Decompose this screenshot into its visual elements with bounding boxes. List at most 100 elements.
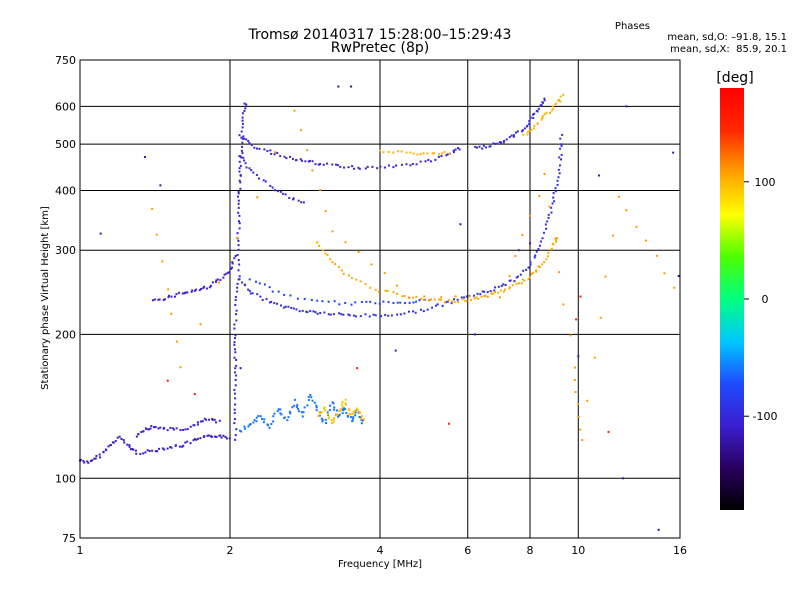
data-point xyxy=(348,413,351,416)
data-point xyxy=(403,302,406,305)
data-point xyxy=(497,285,500,288)
data-point xyxy=(237,248,240,251)
data-point xyxy=(293,398,296,401)
data-point xyxy=(241,137,244,140)
data-point xyxy=(233,412,236,415)
data-point xyxy=(225,437,228,440)
data-point xyxy=(380,315,383,318)
data-point xyxy=(303,297,306,300)
data-point xyxy=(549,112,552,115)
data-point xyxy=(542,101,545,104)
data-point xyxy=(499,141,502,144)
data-point xyxy=(450,300,453,303)
data-point xyxy=(498,296,501,299)
data-point xyxy=(166,429,169,432)
data-point xyxy=(186,291,189,294)
data-point xyxy=(552,192,555,195)
data-point xyxy=(360,419,363,422)
data-point xyxy=(331,401,334,404)
data-point xyxy=(377,290,380,293)
data-point xyxy=(454,148,457,151)
data-point xyxy=(482,144,485,147)
data-point xyxy=(239,155,242,158)
data-point xyxy=(419,153,422,156)
data-point xyxy=(189,425,192,428)
data-point xyxy=(535,269,538,272)
data-point xyxy=(550,211,553,214)
data-point xyxy=(562,303,565,306)
data-point xyxy=(249,292,252,295)
data-point xyxy=(347,274,350,277)
data-point xyxy=(514,131,517,134)
data-point xyxy=(301,309,304,312)
data-point xyxy=(290,306,293,309)
data-point xyxy=(545,111,548,114)
data-point xyxy=(234,334,237,337)
data-point xyxy=(327,300,330,303)
data-point xyxy=(369,286,372,289)
data-point xyxy=(306,149,309,152)
data-point xyxy=(355,278,358,281)
data-point xyxy=(412,152,415,155)
data-point xyxy=(407,310,410,313)
data-point xyxy=(248,278,251,281)
data-point xyxy=(625,209,628,212)
data-point xyxy=(337,85,340,88)
data-point xyxy=(263,418,266,421)
data-point xyxy=(242,135,245,138)
data-point xyxy=(424,160,427,163)
data-point xyxy=(283,293,286,296)
data-point xyxy=(445,154,448,157)
data-point xyxy=(196,437,199,440)
data-point xyxy=(151,299,154,302)
data-point xyxy=(228,437,231,440)
data-point xyxy=(273,153,276,156)
y-tick-label: 750 xyxy=(55,54,76,67)
data-point xyxy=(318,414,321,417)
data-point xyxy=(494,286,497,289)
data-point xyxy=(310,396,313,399)
data-point xyxy=(374,302,377,305)
data-point xyxy=(559,137,562,140)
data-point xyxy=(287,416,290,419)
data-point xyxy=(258,282,261,285)
data-point xyxy=(341,412,344,415)
data-point xyxy=(126,443,129,446)
data-point xyxy=(415,163,418,166)
data-point xyxy=(293,109,296,112)
data-point xyxy=(167,288,170,291)
data-point xyxy=(344,408,347,411)
data-point xyxy=(544,223,547,226)
data-point xyxy=(354,411,357,414)
data-point xyxy=(559,164,562,167)
data-point xyxy=(368,315,371,318)
data-point xyxy=(522,133,525,136)
data-point xyxy=(316,299,319,302)
data-point xyxy=(395,164,398,167)
data-point xyxy=(234,434,237,437)
data-point xyxy=(132,448,135,451)
data-point xyxy=(261,298,264,301)
data-point xyxy=(360,422,363,425)
data-point xyxy=(429,160,432,163)
data-point xyxy=(333,406,336,409)
data-point xyxy=(496,142,499,145)
data-point xyxy=(87,461,90,464)
data-point xyxy=(419,308,422,311)
data-point xyxy=(358,412,361,415)
data-point xyxy=(109,444,112,447)
data-point xyxy=(539,240,542,243)
data-point xyxy=(446,153,449,156)
data-point xyxy=(325,421,328,424)
data-point xyxy=(240,430,243,433)
data-point xyxy=(332,313,335,316)
data-point xyxy=(437,298,440,301)
data-point xyxy=(534,254,537,257)
data-point xyxy=(248,141,251,144)
data-point xyxy=(184,291,187,294)
data-point xyxy=(122,439,125,442)
data-point xyxy=(261,417,264,420)
data-point xyxy=(322,163,325,166)
data-point xyxy=(249,423,252,426)
data-point xyxy=(547,255,550,258)
